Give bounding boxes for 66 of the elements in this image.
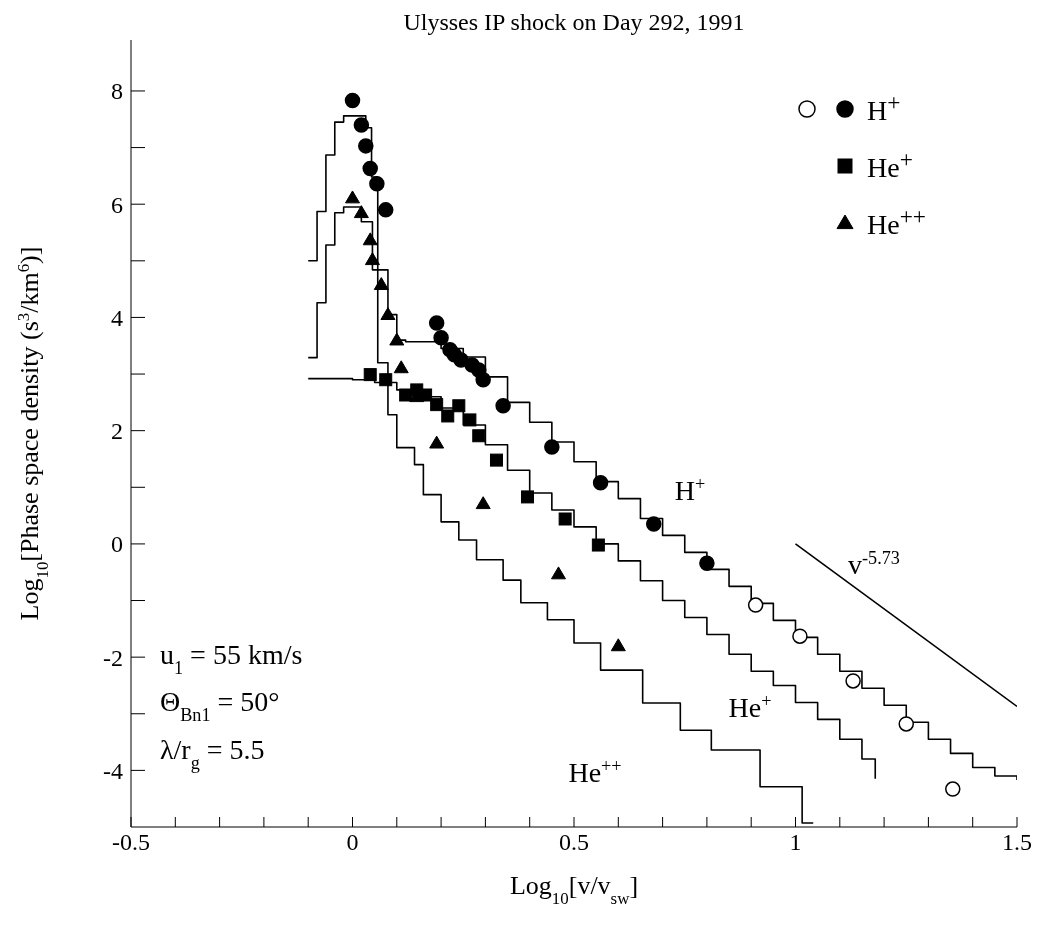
point [475,496,491,510]
point [441,409,455,423]
point [495,398,511,414]
x-tick-label: -0.5 [112,829,150,856]
annotation: v$^{-5.73}$ [848,548,900,580]
point [520,490,534,504]
point [472,429,486,443]
point [389,332,405,346]
point [362,160,378,177]
x-tick-label: 0.5 [559,829,589,856]
x-tick-label: 1 [789,829,802,856]
point [452,399,466,413]
point [380,307,396,320]
point [373,277,389,290]
point [430,398,444,412]
point [377,202,394,218]
point [463,413,477,427]
point [544,439,560,455]
x-axis-title: Log$_{10}$[v/v$_{sw}$] [509,871,639,908]
legend-label: He$^{++}$ [867,203,926,242]
point [610,638,626,652]
annotation: He$^{++}$ [568,756,622,788]
y-tick-label: 2 [111,418,123,445]
point [358,138,374,154]
point [369,176,385,192]
y-tick-label: 0 [111,531,123,558]
point [550,566,566,580]
point [558,512,572,526]
point [489,453,503,467]
point [945,781,961,797]
point [345,190,360,204]
point [353,117,370,133]
y-tick-label: 8 [111,78,123,105]
y-tick-label: -2 [103,644,123,671]
annotation: λ/r$_{g}$ = 5.5 [160,734,265,773]
annotation: u$_{1}$ = 55 km/s [160,639,303,678]
point [591,538,605,552]
annotation: H$^{+}$ [674,474,706,506]
y-tick-label: -4 [103,757,123,784]
point [747,597,764,613]
point [792,628,808,644]
legend-label: He$^{+}$ [867,146,913,185]
x-tick-label: 1.5 [1002,829,1032,856]
point [592,475,609,491]
x-tick-label: 0 [346,829,359,856]
point [475,371,491,388]
point [645,516,662,532]
y-tick-label: 4 [111,304,123,331]
point [845,673,861,689]
y-tick-label: 6 [111,191,123,218]
point [362,232,378,246]
annotation: He$^{+}$ [728,691,772,723]
point [364,252,380,266]
point [699,555,715,571]
point [363,368,377,382]
annotation: Θ$_{Bn1}$ = 50° [160,686,280,725]
legend-label: H$^{+}$ [867,89,901,128]
point [344,92,361,109]
point [393,360,409,374]
chart-title: Ulysses IP shock on Day 292, 1991 [403,9,745,35]
point [379,373,393,387]
point [429,435,445,449]
point [433,330,449,346]
point [428,315,445,331]
point [898,716,914,732]
point [353,205,369,219]
